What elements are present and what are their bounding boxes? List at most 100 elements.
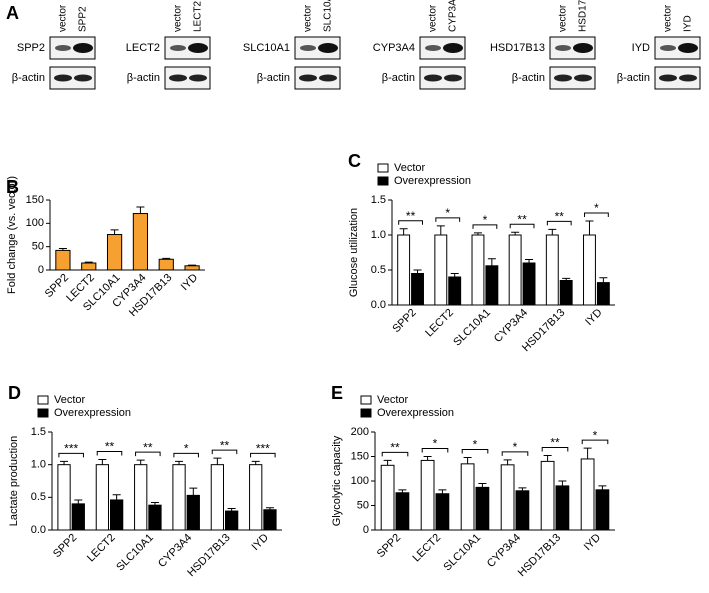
band <box>170 45 186 51</box>
error-bar <box>175 460 184 465</box>
significance: * <box>593 428 598 442</box>
x-tick-label: HSD17B13 <box>516 532 563 579</box>
control-label: β-actin <box>512 72 545 84</box>
error-bar <box>543 455 552 462</box>
error-bar <box>150 502 159 506</box>
legend-swatch <box>360 408 372 418</box>
bar <box>559 280 573 306</box>
error-bar <box>162 257 171 260</box>
error-bar <box>487 258 496 266</box>
lane-label: SLC10A1 <box>323 0 334 32</box>
bar <box>435 493 450 531</box>
blot <box>549 36 596 60</box>
significance: ** <box>517 212 527 226</box>
lane-label: vector <box>58 4 69 32</box>
error-bar <box>188 264 197 266</box>
band <box>74 74 92 82</box>
bar <box>225 510 239 531</box>
error-bar <box>548 228 557 235</box>
band <box>424 74 442 82</box>
bar <box>186 494 200 531</box>
bar <box>595 489 610 531</box>
y-tick-label: 1.5 <box>31 426 46 438</box>
band <box>299 74 317 82</box>
bar <box>263 509 277 531</box>
significance-bracket <box>546 220 572 226</box>
x-tick-label: LECT2 <box>423 307 456 340</box>
significance: * <box>594 201 599 215</box>
significance-bracket <box>541 447 569 452</box>
y-tick-label: 150 <box>26 194 44 206</box>
band <box>444 74 462 82</box>
error-bar <box>251 460 260 465</box>
error-bar <box>436 225 445 235</box>
error-bar <box>98 458 107 465</box>
band <box>679 74 697 82</box>
y-axis-label: Glycolytic capacity <box>331 435 343 526</box>
bar <box>95 464 109 531</box>
bar <box>380 464 395 531</box>
legend-label: Vector <box>377 394 409 406</box>
panel-label: C <box>348 151 361 171</box>
significance: * <box>483 213 488 227</box>
bar <box>71 503 85 531</box>
bar <box>249 464 263 531</box>
y-tick-label: 150 <box>351 450 369 462</box>
panel-label: D <box>8 383 21 403</box>
lane-label: CYP3A4 <box>448 0 459 32</box>
x-tick-label: LECT2 <box>85 532 118 565</box>
band <box>189 74 207 82</box>
band <box>573 43 593 53</box>
error-bar <box>265 507 274 510</box>
error-bar <box>525 259 534 263</box>
blot <box>294 36 341 60</box>
blot-label: SLC10A1 <box>243 42 290 54</box>
error-bar <box>511 231 520 235</box>
significance-bracket <box>398 220 423 225</box>
significance: ** <box>555 210 565 224</box>
bar <box>508 234 522 306</box>
y-tick-label: 0.0 <box>31 524 46 536</box>
error-bar <box>383 459 392 466</box>
y-tick-label: 0.5 <box>371 264 386 276</box>
band <box>574 74 592 82</box>
control-label: β-actin <box>257 72 290 84</box>
y-tick-label: 0.0 <box>371 299 386 311</box>
band <box>54 74 72 82</box>
bar <box>110 499 124 531</box>
bar <box>81 262 97 271</box>
band <box>678 43 698 53</box>
band <box>188 43 208 53</box>
error-bar <box>398 489 407 493</box>
y-axis-label: Glucose utilization <box>348 208 360 297</box>
control-label: β-actin <box>617 72 650 84</box>
lane-label: SPP2 <box>78 6 89 32</box>
x-tick-label: IYD <box>582 532 603 553</box>
blot-label: SPP2 <box>17 42 45 54</box>
blot-label: HSD17B13 <box>490 42 545 54</box>
blot <box>419 36 466 60</box>
bar <box>500 464 515 531</box>
bar <box>460 463 475 531</box>
y-tick-label: 0 <box>38 264 44 276</box>
lane-label: IYD <box>683 15 694 32</box>
error-bar <box>598 485 607 490</box>
error-bar <box>478 482 487 488</box>
bar <box>172 464 186 531</box>
error-bar <box>438 489 447 494</box>
legend-label: Overexpression <box>377 407 454 419</box>
bar <box>55 249 71 271</box>
x-tick-label: IYD <box>179 272 200 293</box>
blot <box>654 36 701 60</box>
significance-bracket <box>421 448 449 453</box>
blot <box>294 66 341 90</box>
significance-bracket <box>96 450 123 456</box>
significance-bracket <box>584 212 609 217</box>
y-tick-label: 1.0 <box>31 459 46 471</box>
legend-swatch <box>377 163 389 173</box>
x-tick-label: SLC10A1 <box>114 532 156 574</box>
y-axis-label: Lactate production <box>8 436 20 527</box>
band <box>55 45 71 51</box>
lane-label: LECT2 <box>193 0 204 32</box>
significance-bracket <box>501 451 529 456</box>
